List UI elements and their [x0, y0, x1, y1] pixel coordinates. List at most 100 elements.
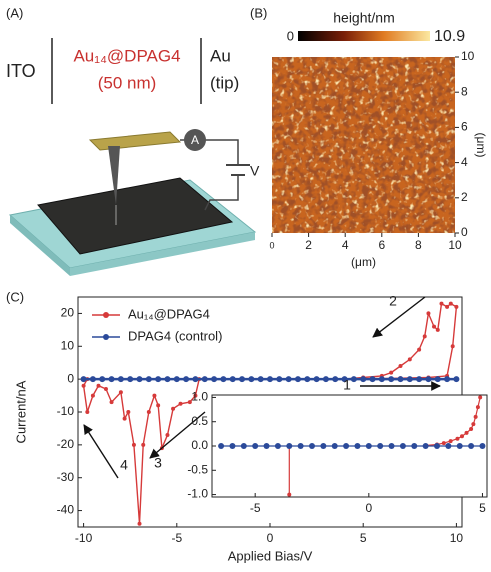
y-tick-label: 1.0: [191, 390, 208, 404]
afm-panel: height/nm010.902468100246810(μm)(μm): [269, 10, 487, 269]
data-point: [445, 443, 451, 449]
data-point: [471, 422, 475, 426]
data-point: [275, 443, 281, 449]
data-point: [460, 434, 464, 438]
data-point: [179, 402, 183, 406]
data-point: [298, 443, 304, 449]
x-tick-label: -5: [171, 531, 182, 545]
data-point: [90, 376, 96, 382]
legend-marker: [103, 312, 109, 318]
data-point: [457, 443, 463, 449]
annotation: 2: [389, 293, 397, 309]
x-tick-label: 2: [305, 238, 312, 252]
data-point: [229, 443, 235, 449]
data-point: [211, 376, 217, 382]
data-point: [416, 376, 422, 382]
data-point: [174, 376, 180, 382]
data-point: [397, 376, 403, 382]
data-point: [360, 376, 366, 382]
y-tick-label: 8: [461, 84, 468, 98]
data-point: [258, 376, 264, 382]
layer-label: Au: [210, 46, 231, 65]
schematic: ITO Au₁₄@DPAG4 (50 nm) Au (tip) A V: [6, 38, 260, 276]
data-point: [442, 441, 446, 445]
data-point: [423, 443, 429, 449]
data-point: [454, 305, 458, 309]
annotation-arrow: [84, 425, 118, 478]
data-point: [408, 357, 412, 361]
x-tick-label: 0: [365, 501, 372, 515]
data-point: [119, 390, 123, 394]
y-tick-label: 0: [67, 371, 74, 385]
data-point: [445, 305, 449, 309]
data-point: [252, 443, 258, 449]
data-point: [479, 443, 485, 449]
data-point: [286, 376, 292, 382]
data-point: [97, 384, 101, 388]
x-tick-label: 0: [267, 531, 274, 545]
data-point: [377, 443, 383, 449]
x-tick-label: -5: [250, 501, 261, 515]
afm-texture: [272, 57, 455, 233]
annotation: 3: [154, 455, 162, 471]
data-point: [468, 443, 474, 449]
data-point: [218, 443, 224, 449]
data-point: [192, 376, 198, 382]
data-point: [126, 410, 130, 414]
x-tick-label: 0: [269, 240, 274, 250]
data-point: [202, 376, 208, 382]
y-axis-label: (μm): [474, 133, 488, 158]
panel-label: (A): [6, 5, 23, 20]
x-tick-label: 5: [479, 501, 486, 515]
data-point: [434, 443, 440, 449]
data-point: [239, 376, 245, 382]
data-point: [123, 417, 127, 421]
data-point: [104, 387, 108, 391]
y-tick-label: 6: [461, 120, 468, 134]
data-point: [465, 431, 469, 435]
data-point: [332, 443, 338, 449]
page: (A) (B) (C) ITO Au₁₄@DPAG4 (50 nm) Au (t…: [0, 0, 491, 572]
annotation: 1: [343, 377, 351, 393]
data-point: [423, 334, 427, 338]
data-point: [469, 427, 473, 431]
y-tick-label: 0.0: [191, 438, 208, 452]
data-point: [286, 443, 292, 449]
panel-label: (C): [6, 289, 24, 304]
data-point: [248, 376, 254, 382]
x-tick-label: 10: [450, 531, 464, 545]
y-tick-label: 10: [61, 338, 75, 352]
data-point: [449, 302, 453, 306]
data-point: [155, 376, 161, 382]
data-point: [332, 376, 338, 382]
y-tick-label: -40: [57, 503, 75, 517]
data-point: [287, 493, 291, 497]
data-point: [439, 302, 443, 306]
x-tick-label: 8: [415, 238, 422, 252]
data-point: [230, 376, 236, 382]
data-point: [320, 443, 326, 449]
cantilever: [90, 132, 180, 150]
data-point: [132, 443, 136, 447]
data-point: [436, 328, 440, 332]
data-point: [99, 376, 105, 382]
y-tick-label: -10: [57, 404, 75, 418]
data-point: [351, 376, 357, 382]
layer-label: Au₁₄@DPAG4: [73, 46, 180, 65]
x-tick-label: 10: [448, 238, 462, 252]
colorbar-tick-label: 10.9: [434, 28, 465, 45]
data-point: [400, 443, 406, 449]
data-point: [241, 443, 247, 449]
data-point: [398, 364, 402, 368]
figure: (A) (B) (C) ITO Au₁₄@DPAG4 (50 nm) Au (t…: [0, 0, 491, 572]
data-point: [85, 410, 89, 414]
legend-label: Au₁₄@DPAG4: [128, 306, 210, 321]
charts: height/nm010.902468100246810(μm)(μm)-10-…: [13, 10, 487, 564]
y-tick-label: 10: [461, 49, 475, 63]
data-point: [354, 443, 360, 449]
data-point: [444, 376, 450, 382]
data-point: [118, 376, 124, 382]
data-point: [323, 376, 329, 382]
legend-marker: [103, 334, 109, 340]
y-tick-label: -30: [57, 470, 75, 484]
